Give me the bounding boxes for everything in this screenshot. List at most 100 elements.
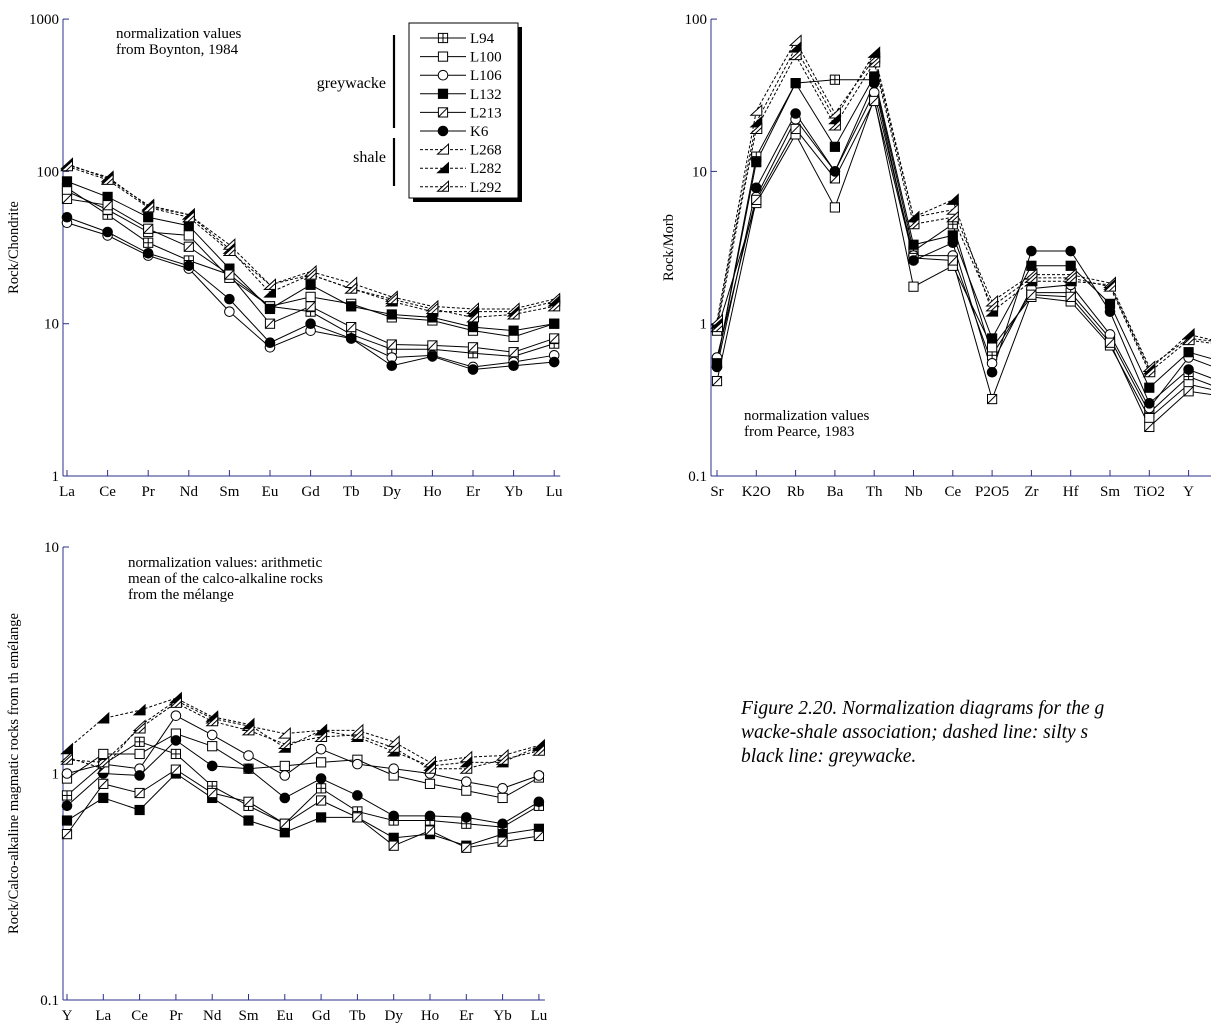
data-point-K6 (497, 818, 508, 830)
x-tick-label: Ho (423, 484, 441, 500)
x-tick-label: Sm (219, 484, 239, 500)
marker-slash (1069, 275, 1077, 283)
data-point-L213 (386, 339, 397, 350)
marker-slash (947, 255, 958, 266)
data-point-L94 (316, 783, 327, 794)
data-point-L268 (749, 104, 763, 116)
legend-entry-L268: L268 (420, 143, 502, 159)
legend-label: L282 (470, 161, 502, 177)
data-point-L100 (497, 792, 508, 804)
marker-tri-slash (1103, 280, 1116, 292)
marker-tri-filled (459, 755, 473, 768)
marker-tri-filled (867, 46, 881, 58)
data-point-L100 (134, 748, 145, 760)
legend-entry-L292: L292 (420, 180, 502, 196)
marker-slash (497, 836, 508, 847)
data-point-L94 (61, 790, 73, 801)
data-point-L213 (279, 818, 290, 829)
data-point-K6 (102, 226, 113, 238)
y-tick-label: 1 (700, 317, 708, 333)
data-point-L292 (459, 762, 473, 774)
marker-slash (134, 788, 145, 798)
series-line-L268 (716, 39, 1211, 368)
data-point-L213 (711, 375, 723, 387)
marker-tri-open (386, 735, 400, 747)
x-tick-label: Er (466, 484, 480, 500)
marker-slash (346, 322, 357, 333)
marker-tri-slash (350, 728, 364, 740)
marker-slash (309, 272, 317, 280)
x-tick-label: Ce (944, 484, 961, 500)
x-tick-label: Ho (421, 1008, 439, 1024)
marker-square-filled (1065, 260, 1076, 271)
marker-tri-slash (710, 320, 723, 333)
data-point-L213 (1065, 291, 1076, 302)
marker-slash (138, 726, 146, 734)
marker-circle-filled (1144, 398, 1155, 409)
data-point-L213 (305, 301, 316, 312)
marker-slash (872, 60, 881, 68)
marker-square-filled (305, 279, 316, 290)
data-point-L213 (264, 318, 276, 329)
marker-circle-filled (305, 318, 316, 330)
marker-circle-filled (386, 360, 398, 371)
marker-circle-filled (61, 211, 73, 223)
legend-label: L100 (470, 50, 502, 66)
marker-slash (388, 840, 399, 851)
data-point-L213 (207, 787, 218, 799)
marker-tri-slash (60, 753, 73, 765)
series-points-L282 (710, 40, 1195, 375)
marker-circle-open (986, 357, 998, 369)
data-point-L292 (132, 721, 146, 734)
legend-entry-L94: L94 (420, 31, 495, 47)
data-point-L213 (98, 778, 109, 789)
marker-slash (1147, 370, 1156, 378)
series-points-L100 (61, 186, 560, 342)
data-point-L213 (183, 241, 194, 252)
marker-tri-slash (532, 744, 545, 756)
data-point-L106 (986, 357, 998, 369)
marker-tri-slash (506, 307, 520, 320)
legend-label: L292 (470, 180, 502, 196)
data-point-L282 (132, 703, 146, 716)
marker-slash (501, 757, 509, 765)
marker-square-filled (829, 141, 840, 152)
y-tick-label: 100 (37, 164, 60, 180)
data-point-L292 (906, 217, 920, 230)
series-line-L282 (716, 46, 1211, 371)
data-point-L213 (427, 340, 438, 351)
data-point-L106 (497, 783, 508, 794)
legend-box (408, 22, 519, 199)
marker-square-filled (549, 318, 560, 329)
data-point-L106 (279, 770, 291, 781)
marker-circle-open (868, 87, 880, 98)
x-tick-label: Er (459, 1008, 473, 1024)
annotation-text: from Pearce, 1983 (744, 424, 854, 440)
data-point-K6 (548, 356, 560, 368)
series-line-L100 (716, 96, 1211, 419)
data-point-L106 (868, 87, 880, 98)
marker-slash (224, 269, 235, 280)
marker-circle-filled (908, 255, 919, 266)
data-point-L213 (987, 393, 998, 405)
marker-tri-filled (132, 703, 146, 716)
data-point-L106 (170, 710, 182, 721)
marker-tri-slash (985, 299, 999, 312)
data-point-L292 (96, 755, 110, 768)
marker-square-open (316, 757, 327, 768)
legend-group-shale: shale (353, 149, 386, 166)
series-line-L282 (66, 697, 540, 767)
marker-slash (533, 830, 544, 841)
marker-tri-filled (96, 711, 110, 724)
marker-slash (471, 315, 479, 323)
x-tick-label: Ce (131, 1008, 148, 1024)
data-point-L132 (316, 812, 327, 823)
marker-slash (428, 766, 436, 774)
data-point-L213 (508, 347, 519, 358)
marker-square-filled (134, 804, 145, 816)
y-tick-label: 10 (44, 540, 59, 556)
series-points-K6 (711, 77, 1194, 409)
data-point-L268 (278, 726, 291, 739)
marker-slash (1187, 338, 1195, 346)
marker-slash (1026, 289, 1037, 300)
